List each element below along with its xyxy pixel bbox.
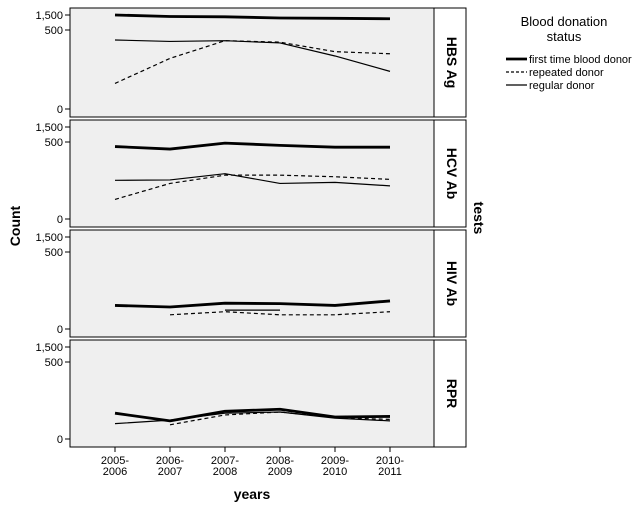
series-line-2: [114, 411, 391, 425]
panel-strip: [433, 119, 467, 228]
y-tick-label: 500: [45, 137, 63, 149]
y-tick-label: 0: [57, 434, 63, 446]
panel-plot-area: [69, 339, 435, 448]
y-tick-label: 500: [45, 357, 63, 369]
y-tick-label: 0: [57, 324, 63, 336]
facet-axis-label: tests: [471, 202, 487, 235]
series-line-1: [114, 40, 391, 84]
panel-2: HIV Ab 0 500 1,500: [35, 229, 467, 338]
x-tick-label: 2009: [268, 466, 292, 478]
y-tick-label: 0: [57, 104, 63, 116]
y-tick-label: 1,500: [35, 342, 63, 354]
x-tick-label: 2008-: [266, 455, 294, 467]
panel-1: HCV Ab 0 500 1,500: [35, 119, 467, 228]
x-tick-label: 2005-: [101, 455, 129, 467]
series-line-0: [114, 299, 391, 309]
panel-plot-area: [69, 7, 435, 118]
y-tick-label: 0: [57, 214, 63, 226]
legend-entry: first time blood donor: [529, 54, 632, 66]
series-line-0: [114, 141, 390, 151]
x-tick-label: 2009-: [321, 455, 349, 467]
y-axis-label: Count: [7, 205, 23, 246]
x-tick-label: 2006: [103, 466, 127, 478]
series-line-2: [114, 173, 391, 187]
series-line-1: [169, 311, 391, 316]
panel-label: RPR: [444, 379, 460, 409]
y-tick-label: 500: [45, 25, 63, 37]
panel-label: HBS Ag: [444, 37, 460, 89]
x-tick-label: 2007: [158, 466, 182, 478]
panel-3: RPR 0 500 1,500: [35, 339, 467, 448]
x-tick-label: 2007-: [211, 455, 239, 467]
panel-plot-area: [69, 119, 435, 228]
x-axis: 2005-2006 2006-2007 2007-2008 2008-2009 2009…: [101, 447, 404, 478]
y-tick-label: 1,500: [35, 122, 63, 134]
x-tick-label: 2010-: [376, 455, 404, 467]
series-line-1: [169, 411, 391, 426]
panel-label: HCV Ab: [444, 148, 460, 200]
series-line-1: [114, 174, 391, 200]
y-tick-label: 500: [45, 247, 63, 259]
y-tick-label: 1,500: [35, 10, 63, 22]
series-line-0: [114, 13, 391, 21]
x-tick-label: 2008: [213, 466, 237, 478]
y-tick-label: 1,500: [35, 232, 63, 244]
x-tick-label: 2011: [378, 466, 402, 478]
chart-panels: HBS Ag 0 500 1,500 HCV Ab 0 500 1,500 HIV Ab 0 500…: [35, 7, 467, 448]
x-tick-label: 2010: [323, 466, 347, 478]
panel-label: HIV Ab: [444, 261, 460, 306]
legend-entry: repeated donor: [529, 67, 604, 79]
panel-0: HBS Ag 0 500 1,500: [35, 7, 467, 118]
legend-title: Blood donation: [521, 14, 608, 29]
panel-strip: [433, 229, 467, 338]
series-line-2: [114, 39, 391, 72]
x-tick-label: 2006-: [156, 455, 184, 467]
panel-strip: [433, 339, 467, 448]
x-axis-label: years: [234, 486, 271, 502]
panel-plot-area: [69, 229, 435, 338]
panel-strip: [433, 7, 467, 118]
series-line-0: [114, 407, 391, 423]
legend-title: status: [547, 29, 582, 44]
legend-entry: regular donor: [529, 80, 595, 92]
